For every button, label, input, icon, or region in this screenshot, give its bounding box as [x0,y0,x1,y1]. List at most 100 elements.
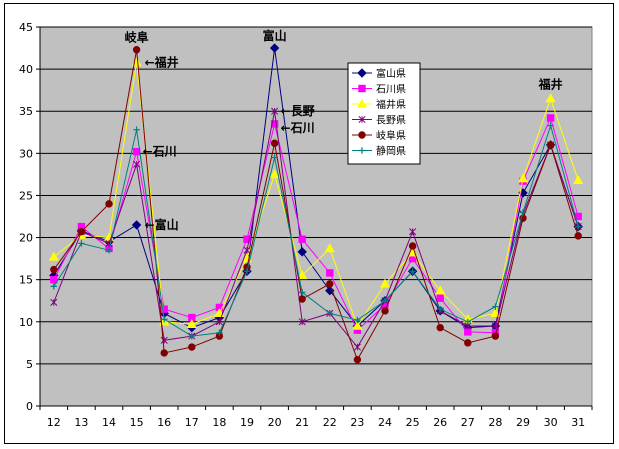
data-point [517,173,529,183]
legend-marker [358,147,366,154]
legend-label: 静岡県 [376,145,406,158]
data-point [492,303,499,310]
annotation-label: 福井 [538,77,563,92]
x-tick-label: 26 [433,416,447,429]
x-tick-label: 14 [102,416,116,429]
y-tick-label: 0 [26,400,33,413]
legend-marker [358,84,366,93]
data-point [326,310,333,317]
x-tick-label: 28 [488,416,502,429]
series-line [53,123,579,337]
x-tick-label: 24 [378,416,392,429]
data-point [519,209,527,216]
data-point [216,329,223,336]
data-point [437,305,444,313]
legend-marker [358,115,366,124]
data-point [269,169,280,179]
data-point [132,46,141,54]
data-point [464,328,472,336]
data-point [298,318,306,326]
data-point [50,265,58,274]
data-point [435,285,446,295]
legend-marker [358,131,366,139]
series-5 [50,46,582,364]
data-point [243,268,251,275]
x-tick-label: 29 [516,416,530,429]
y-tick-label: 35 [19,105,33,118]
data-point [243,235,251,243]
data-point [352,320,363,330]
data-point [379,278,391,288]
y-tick-label: 5 [26,358,33,371]
data-point [354,316,361,324]
x-tick-label: 19 [240,416,254,429]
legend-item: 岐阜県 [352,129,406,142]
series-line [53,111,579,348]
x-tick-label: 15 [130,416,144,429]
data-point [132,147,141,156]
y-tick-label: 20 [19,232,33,245]
annotation-label: ←福井 [145,54,179,69]
data-point [50,275,58,284]
data-point [298,235,306,243]
data-point [188,332,195,340]
legend-item: 長野県 [352,115,406,127]
x-tick-label: 17 [185,416,199,429]
data-point [160,305,168,313]
x-tick-label: 31 [571,416,585,429]
data-point [133,126,140,133]
data-point [270,139,279,147]
annotation-label: ←富山 [145,217,179,232]
data-point [408,242,417,250]
data-point [324,243,335,253]
data-point [215,318,223,326]
data-point [546,141,555,149]
legend-label: 富山県 [376,67,406,80]
data-point [269,43,280,53]
data-point [270,120,279,128]
legend-label: 福井県 [376,98,406,111]
data-point [50,298,58,306]
data-point [77,227,86,236]
x-tick-label: 25 [406,416,420,429]
data-point [50,283,57,290]
y-tick-label: 15 [19,274,33,287]
data-point [491,332,500,340]
data-point [546,114,555,122]
data-point [105,246,113,254]
legend-box [347,62,421,165]
data-point [545,93,556,103]
data-point [271,154,278,161]
data-point [299,289,306,296]
legend-label: 長野県 [376,115,406,127]
y-tick-label: 40 [19,63,33,76]
legend-marker [357,68,367,78]
x-tick-label: 21 [295,416,309,429]
data-point [464,318,471,325]
data-point [131,220,142,230]
x-tick-label: 16 [157,416,171,429]
y-tick-label: 45 [19,21,33,34]
annotation-label: ←長野 [281,103,315,118]
x-tick-label: 18 [212,416,226,429]
x-tick-label: 12 [47,416,61,429]
data-point [297,270,308,280]
data-point [573,175,584,184]
legend-marker [356,98,368,108]
data-point [409,268,416,275]
data-point [381,307,389,315]
data-point [574,232,582,240]
data-point [188,343,196,351]
legend-item: 静岡県 [352,145,406,158]
series-line [53,116,579,334]
data-point [547,122,554,129]
data-point [271,107,279,115]
data-point [48,251,59,261]
data-point [243,246,251,254]
data-point [353,355,362,364]
y-tick-label: 10 [19,316,33,329]
y-tick-label: 25 [19,189,33,202]
series-6 [50,122,582,340]
x-tick-label: 22 [323,416,337,429]
